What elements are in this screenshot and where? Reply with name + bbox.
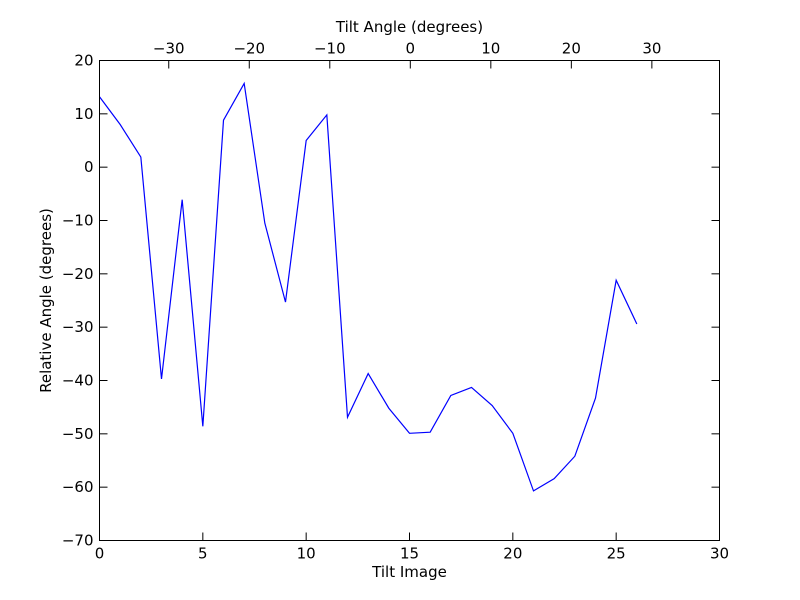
top-x-tick-label: 20: [562, 40, 581, 58]
y-tick-label: 0: [84, 158, 94, 176]
data-point: [636, 323, 637, 324]
y-tick-label: −10: [62, 212, 94, 230]
data-point: [285, 302, 286, 303]
x-tick-label: 5: [198, 545, 208, 563]
data-point: [430, 432, 431, 433]
top-x-tick-label: −10: [314, 40, 346, 58]
y-tick-label: 10: [74, 105, 93, 123]
top-x-axis-label: Tilt Angle (degrees): [335, 18, 483, 36]
data-point: [244, 83, 245, 84]
data-point: [202, 426, 203, 427]
y-tick-label: −50: [62, 425, 94, 443]
x-tick-label: 10: [297, 545, 316, 563]
data-point: [554, 478, 555, 479]
series-layer: [99, 81, 638, 492]
x-tick-label: 20: [503, 545, 522, 563]
data-point: [306, 140, 307, 141]
data-point: [182, 199, 183, 200]
data-point: [223, 120, 224, 121]
data-point: [492, 405, 493, 406]
data-point: [120, 124, 121, 125]
top-x-tick-label: 0: [406, 40, 416, 58]
data-point: [161, 378, 162, 379]
data-point: [512, 433, 513, 434]
data-point: [388, 408, 389, 409]
data-point: [347, 417, 348, 418]
x-tick-label: 30: [710, 545, 729, 563]
data-point: [450, 395, 451, 396]
data-point: [140, 156, 141, 157]
top-x-tick-label: −30: [153, 40, 185, 58]
top-x-tick-label: 30: [642, 40, 661, 58]
y-tick-label: −60: [62, 478, 94, 496]
top-x-tick-label: −20: [233, 40, 265, 58]
ticks-layer: 0 5 10 15 20 25 30 −30 −20 −10 0 10 20 30 −70 −60 −50 −40…: [62, 40, 729, 563]
data-point: [471, 387, 472, 388]
data-point: [368, 373, 369, 374]
y-axis-label: Relative Angle (degrees): [37, 208, 55, 393]
y-tick-label: 20: [74, 52, 93, 70]
x-tick-label: 0: [95, 545, 105, 563]
y-tick-label: −70: [62, 532, 94, 550]
data-point: [595, 398, 596, 399]
plot-frame: [99, 60, 720, 541]
y-tick-label: −20: [62, 265, 94, 283]
x-tick-label: 25: [607, 545, 626, 563]
data-point: [326, 114, 327, 115]
data-point: [616, 280, 617, 281]
data-point: [409, 433, 410, 434]
top-x-tick-label: 10: [481, 40, 500, 58]
series-line-0: [99, 81, 638, 492]
x-axis-label: Tilt Image: [371, 563, 447, 581]
data-point: [574, 456, 575, 457]
data-point: [533, 490, 534, 491]
x-tick-label: 15: [400, 545, 419, 563]
y-tick-label: −40: [62, 372, 94, 390]
y-tick-label: −30: [62, 318, 94, 336]
data-point: [264, 223, 265, 224]
